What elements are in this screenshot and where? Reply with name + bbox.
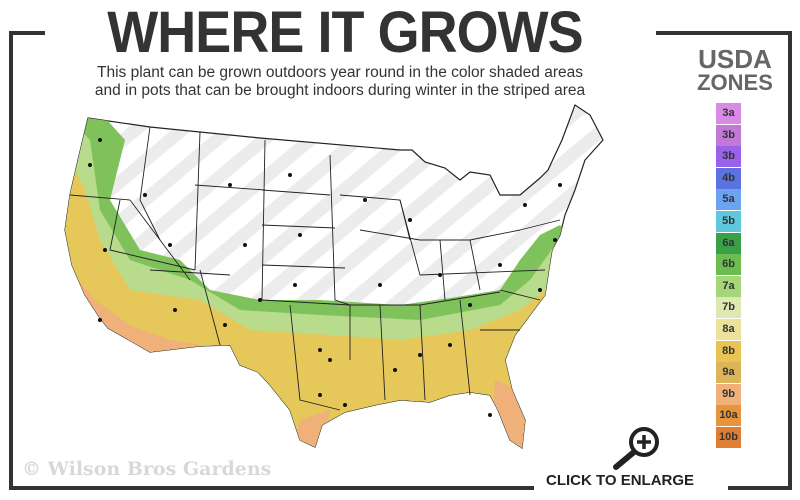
city-dot xyxy=(228,183,232,187)
state-border xyxy=(149,269,231,276)
state-border xyxy=(329,154,351,360)
legend-zone-3a: 3a xyxy=(716,103,741,124)
page-title: WHERE IT GROWS xyxy=(107,0,583,65)
state-border xyxy=(194,184,266,191)
state-border xyxy=(469,239,481,291)
magnifier-plus-icon[interactable] xyxy=(610,425,666,471)
state-border xyxy=(261,224,336,229)
subtitle-line-1: This plant can be grown outdoors year ro… xyxy=(97,64,583,81)
frame-top-left xyxy=(9,31,45,35)
frame-bottom-left xyxy=(9,486,534,490)
legend-zone-5a: 5a xyxy=(716,189,741,211)
subtitle-line-2: and in pots that can be brought indoors … xyxy=(94,82,586,99)
city-dot xyxy=(393,368,397,372)
legend-zone-5b: 5b xyxy=(716,210,741,232)
city-dot xyxy=(418,353,422,357)
legend-title: USDA ZONES xyxy=(680,44,790,95)
city-dot xyxy=(438,273,442,277)
legend-zone-3b: 3b xyxy=(716,146,741,168)
state-border xyxy=(261,264,346,269)
legend-title-line-1: USDA xyxy=(698,44,772,74)
legend-zone-7a: 7a xyxy=(716,275,741,297)
legend-zone-6a: 6a xyxy=(716,232,741,254)
state-border xyxy=(379,304,386,401)
city-dot xyxy=(523,203,527,207)
state-borders xyxy=(69,126,561,411)
city-dot xyxy=(363,198,367,202)
legend-zone-9a: 9a xyxy=(716,362,741,384)
state-border xyxy=(439,239,446,301)
state-border xyxy=(399,199,421,276)
legend-zone-3b: 3b xyxy=(716,124,741,146)
city-dot xyxy=(488,413,492,417)
frame-left xyxy=(9,31,13,490)
state-border xyxy=(139,126,161,241)
state-border xyxy=(69,194,191,281)
city-dot xyxy=(378,283,382,287)
city-dot xyxy=(318,393,322,397)
usda-zone-map[interactable] xyxy=(60,100,620,460)
city-dot xyxy=(258,298,262,302)
city-dot xyxy=(553,238,557,242)
state-border xyxy=(459,299,471,396)
legend-zone-7b: 7b xyxy=(716,297,741,319)
legend-zone-8a: 8a xyxy=(716,318,741,340)
click-to-enlarge-button[interactable]: CLICK TO ENLARGE xyxy=(546,472,695,489)
legend-zone-8b: 8b xyxy=(716,340,741,362)
state-border xyxy=(519,219,561,231)
frame-right xyxy=(788,31,792,490)
legend-zone-9b: 9b xyxy=(716,383,741,405)
city-dot xyxy=(343,403,347,407)
state-border xyxy=(261,139,266,301)
state-border xyxy=(289,304,341,411)
city-dot xyxy=(408,218,412,222)
frame-top-right xyxy=(656,31,792,35)
state-border xyxy=(194,131,201,271)
legend-zone-10a: 10a xyxy=(716,405,741,427)
frame-bottom-right xyxy=(728,486,792,490)
state-border xyxy=(419,304,426,401)
zone-legend: 3a 3b 3b 4b 5a 5b 6a 6b 7a 7b 8a 8b 9a 9b 10a 10b xyxy=(716,103,741,449)
city-dots xyxy=(88,138,562,417)
city-dot xyxy=(103,248,107,252)
state-border xyxy=(261,189,331,196)
state-border xyxy=(261,299,351,306)
city-dot xyxy=(538,288,542,292)
city-dot xyxy=(298,233,302,237)
state-border xyxy=(499,289,541,301)
state-border xyxy=(199,269,221,346)
state-border xyxy=(109,199,196,271)
city-dot xyxy=(88,163,92,167)
city-dot xyxy=(498,263,502,267)
legend-zone-10b: 10b xyxy=(716,426,741,448)
copyright-watermark: © Wilson Bros Gardens xyxy=(22,458,272,480)
city-dot xyxy=(318,348,322,352)
city-dot xyxy=(468,303,472,307)
city-dot xyxy=(98,318,102,322)
city-dot xyxy=(98,138,102,142)
legend-title-line-2: ZONES xyxy=(697,70,773,95)
city-dot xyxy=(328,358,332,362)
city-dot xyxy=(143,193,147,197)
legend-zone-6b: 6b xyxy=(716,254,741,276)
city-dot xyxy=(243,243,247,247)
city-dot xyxy=(558,183,562,187)
subtitle: This plant can be grown outdoors year ro… xyxy=(40,64,640,100)
city-dot xyxy=(173,308,177,312)
city-dot xyxy=(448,343,452,347)
city-dot xyxy=(288,173,292,177)
city-dot xyxy=(223,323,227,327)
city-dot xyxy=(168,243,172,247)
city-dot xyxy=(293,283,297,287)
legend-zone-4b: 4b xyxy=(716,167,741,189)
